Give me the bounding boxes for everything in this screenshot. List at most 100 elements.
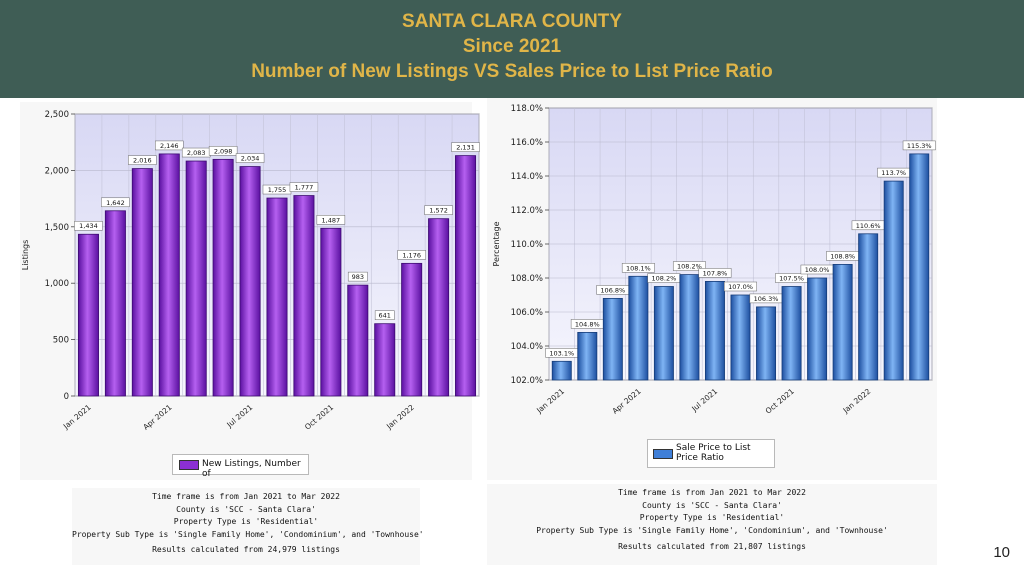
data-label: 2,098 — [214, 147, 233, 155]
data-label: 110.6% — [856, 222, 881, 230]
page-number: 10 — [993, 544, 1010, 561]
bar — [909, 153, 930, 381]
listings-chart: 0 500 1,000 1,500 2,000 2,500 1,434 Jan 2021 1,6… — [21, 110, 480, 432]
x-tick-label: Apr 2021 — [141, 402, 173, 431]
y-tick-label: 2,500 — [45, 110, 69, 120]
bar — [832, 263, 853, 381]
data-label: 106.3% — [754, 295, 779, 303]
data-label: 108.2% — [677, 263, 702, 271]
x-tick-label: Oct 2021 — [764, 387, 796, 416]
title-line-1: SANTA CLARA COUNTY — [402, 11, 622, 32]
note-line: Property Type is 'Residential' — [639, 513, 785, 522]
bar — [77, 233, 99, 397]
data-label: 108.8% — [830, 252, 855, 260]
x-tick-label: Jan 2021 — [61, 403, 93, 432]
legend-swatch-purple — [179, 460, 199, 470]
data-label-box — [316, 215, 346, 225]
legend-swatch-blue — [653, 449, 673, 459]
x-tick-label: Oct 2021 — [303, 403, 335, 432]
y-tick-label: 110.0% — [511, 240, 543, 250]
y-tick-label: 114.0% — [511, 172, 543, 182]
data-label-box — [902, 140, 936, 151]
data-label-box — [289, 182, 319, 192]
bar — [104, 210, 126, 397]
y-axis-label: Listings — [21, 240, 30, 271]
bar — [577, 331, 598, 381]
bar — [551, 360, 572, 381]
y-tick-label: 1,000 — [45, 279, 69, 289]
data-label: 2,146 — [160, 142, 179, 150]
x-tick-label: Jan 2022 — [384, 403, 416, 432]
bar — [131, 168, 153, 397]
data-label: 641 — [379, 312, 391, 320]
data-label: 107.5% — [779, 275, 804, 283]
bar — [704, 280, 725, 381]
data-label-box — [347, 271, 368, 282]
bar — [401, 262, 423, 397]
note-line: Results calculated from 21,807 listings — [618, 542, 806, 551]
data-label: 1,777 — [295, 184, 314, 192]
data-label: 108.2% — [652, 275, 677, 283]
y-tick-label: 0 — [64, 392, 69, 402]
bar — [628, 275, 649, 381]
data-label: 108.0% — [805, 266, 830, 274]
bar — [602, 297, 623, 381]
data-label-box — [208, 146, 238, 156]
data-label-box — [235, 153, 265, 163]
data-label-box — [621, 263, 655, 273]
data-label-box — [128, 155, 157, 165]
x-tick-label: Jul 2021 — [689, 386, 719, 413]
y-tick-label: 118.0% — [511, 104, 543, 114]
bar — [293, 195, 315, 397]
bar — [858, 233, 879, 381]
data-label: 1,755 — [268, 186, 287, 194]
data-label: 1,572 — [429, 207, 448, 215]
note-line: Property Sub Type is 'Single Family Home… — [72, 529, 424, 539]
ratio-legend: Sale Price to List Price Ratio — [647, 439, 775, 468]
listings-notes: Time frame is from Jan 2021 to Mar 2022 … — [72, 488, 424, 565]
bar — [428, 218, 450, 397]
bar — [679, 274, 700, 381]
y-tick-label: 106.0% — [511, 308, 543, 318]
note-line: County is 'SCC - Santa Clara' — [642, 500, 782, 510]
note-line: Results calculated from 24,979 listings — [152, 545, 340, 554]
data-label: 107.0% — [728, 283, 753, 291]
ratio-notes: Time frame is from Jan 2021 to Mar 2022 … — [487, 484, 937, 565]
listings-legend: New Listings, Number of — [172, 454, 309, 479]
data-label: 2,131 — [456, 144, 475, 152]
note-line: Time frame is from Jan 2021 to Mar 2022 — [618, 488, 806, 497]
data-label-box — [424, 205, 453, 215]
data-label: 107.8% — [703, 269, 728, 277]
bar — [455, 155, 477, 397]
data-label: 1,434 — [79, 222, 98, 230]
x-tick-label: Apr 2021 — [610, 386, 642, 415]
title-line-3: Number of New Listings VS Sales Price to… — [251, 61, 773, 82]
bar — [374, 323, 396, 397]
title-banner: SANTA CLARA COUNTY Since 2021 Number of … — [0, 0, 1024, 98]
bar — [266, 197, 288, 397]
data-label-box — [155, 140, 184, 151]
y-tick-label: 104.0% — [511, 342, 543, 352]
sale-to-list-ratio-chart: 102.0% 104.0% 106.0% 108.0% 110.0% 112.0% 114.… — [492, 104, 936, 416]
data-label: 115.3% — [907, 142, 932, 150]
note-line: Property Sub Type is 'Single Family Home… — [536, 525, 888, 535]
bar — [185, 160, 207, 397]
bar — [883, 180, 904, 381]
data-label: 983 — [352, 273, 364, 281]
x-tick-label: Jan 2022 — [841, 387, 873, 416]
note-line: Time frame is from Jan 2021 to Mar 2022 — [152, 492, 340, 501]
data-label: 2,083 — [187, 149, 206, 157]
bar — [653, 286, 674, 381]
x-tick-label: Jan 2021 — [534, 387, 566, 416]
y-tick-label: 102.0% — [511, 376, 543, 386]
note-line: County is 'SCC - Santa Clara' — [176, 504, 316, 514]
data-label: 2,034 — [241, 155, 260, 163]
data-label-box — [451, 142, 480, 152]
bar — [807, 277, 828, 381]
data-label-box — [74, 220, 103, 231]
data-label-box — [724, 281, 757, 292]
y-tick-label: 112.0% — [511, 206, 543, 216]
bar — [239, 166, 261, 397]
data-label: 108.1% — [626, 264, 651, 272]
data-label: 104.8% — [575, 320, 600, 328]
